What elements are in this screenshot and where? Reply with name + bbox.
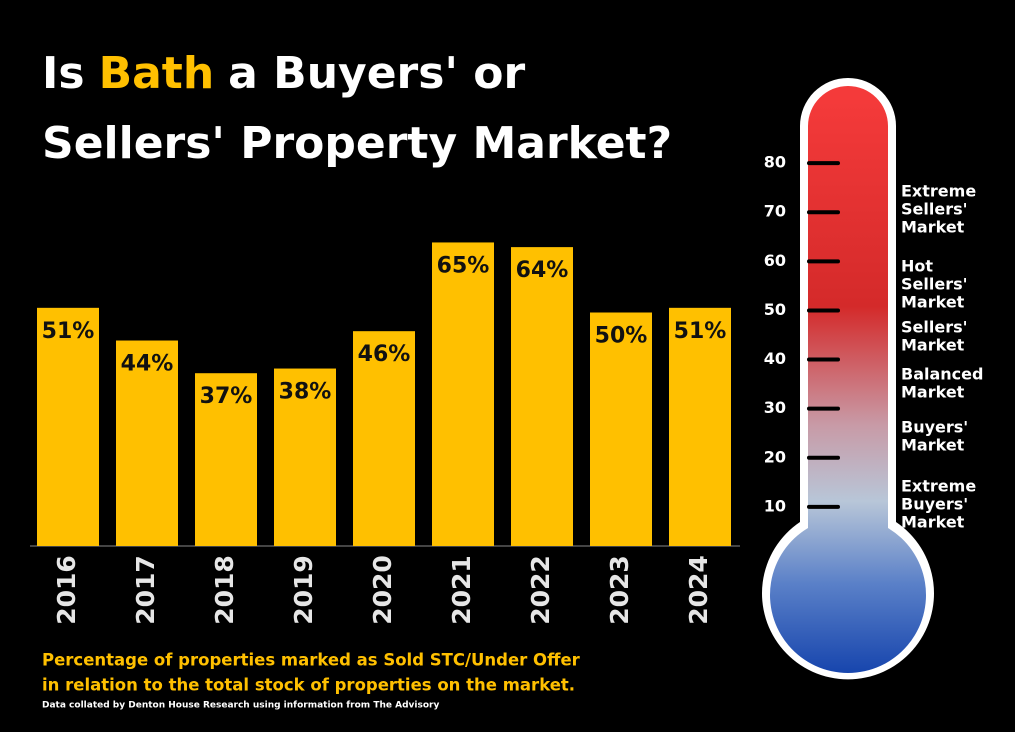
x-tick-label: 2016 (52, 555, 81, 625)
x-tick-label: 2020 (368, 555, 397, 625)
bar (274, 368, 336, 546)
y-tick-label: 60 (764, 251, 786, 270)
zone-label: Hot (901, 257, 933, 276)
caption: Percentage of properties marked as Sold … (42, 651, 581, 670)
value-label: 65% (437, 253, 490, 278)
bar (590, 312, 652, 546)
zone-label: Extreme (901, 477, 976, 496)
y-tick-label: 10 (764, 496, 786, 515)
value-label: 37% (200, 384, 253, 409)
bar (116, 340, 178, 546)
value-label: 38% (279, 380, 332, 405)
zone-label: Extreme (901, 182, 976, 201)
thermometer-fill (770, 86, 927, 673)
bar (195, 373, 257, 546)
title-highlight: Bath (99, 48, 215, 99)
x-tick-label: 2024 (684, 555, 713, 625)
zone-label: Market (901, 436, 965, 455)
zone-label: Buyers' (901, 418, 968, 437)
y-tick-label: 40 (764, 349, 786, 368)
title-part: a Buyers' or (228, 48, 525, 99)
bar (511, 247, 573, 546)
x-tick-label: 2017 (131, 555, 160, 625)
zone-label: Sellers' (901, 318, 968, 337)
zone-label: Market (901, 336, 965, 355)
bar (37, 307, 99, 546)
zone-label: Buyers' (901, 495, 968, 514)
value-label: 50% (595, 324, 648, 349)
chart-title: Is Bath a Buyers' or (42, 48, 525, 99)
y-tick-label: 50 (764, 300, 786, 319)
x-tick-label: 2018 (210, 555, 239, 625)
bar (669, 307, 731, 546)
value-label: 64% (516, 258, 569, 283)
value-label: 44% (121, 352, 174, 377)
y-tick-label: 80 (764, 153, 786, 172)
zone-label: Market (901, 293, 965, 312)
zone-label: Market (901, 383, 965, 402)
x-tick-label: 2019 (289, 555, 318, 625)
value-label: 51% (674, 319, 727, 344)
zone-label: Market (901, 218, 965, 237)
zone-label: Sellers' (901, 275, 968, 294)
zone-label: Balanced (901, 365, 983, 384)
value-label: 51% (42, 319, 95, 344)
zone-label: Market (901, 513, 965, 532)
chart-title: Sellers' Property Market? (42, 118, 672, 169)
value-label: 46% (358, 342, 411, 367)
bar (353, 331, 415, 546)
title-part: Is (42, 48, 85, 99)
zone-label: Sellers' (901, 200, 968, 219)
x-tick-label: 2022 (526, 555, 555, 625)
y-tick-label: 30 (764, 398, 786, 417)
bar (432, 242, 494, 546)
y-tick-label: 20 (764, 447, 786, 466)
x-tick-label: 2023 (605, 555, 634, 625)
caption: in relation to the total stock of proper… (42, 676, 575, 695)
x-tick-label: 2021 (447, 555, 476, 625)
source-note: Data collated by Denton House Research u… (42, 701, 439, 711)
y-tick-label: 70 (764, 202, 786, 221)
